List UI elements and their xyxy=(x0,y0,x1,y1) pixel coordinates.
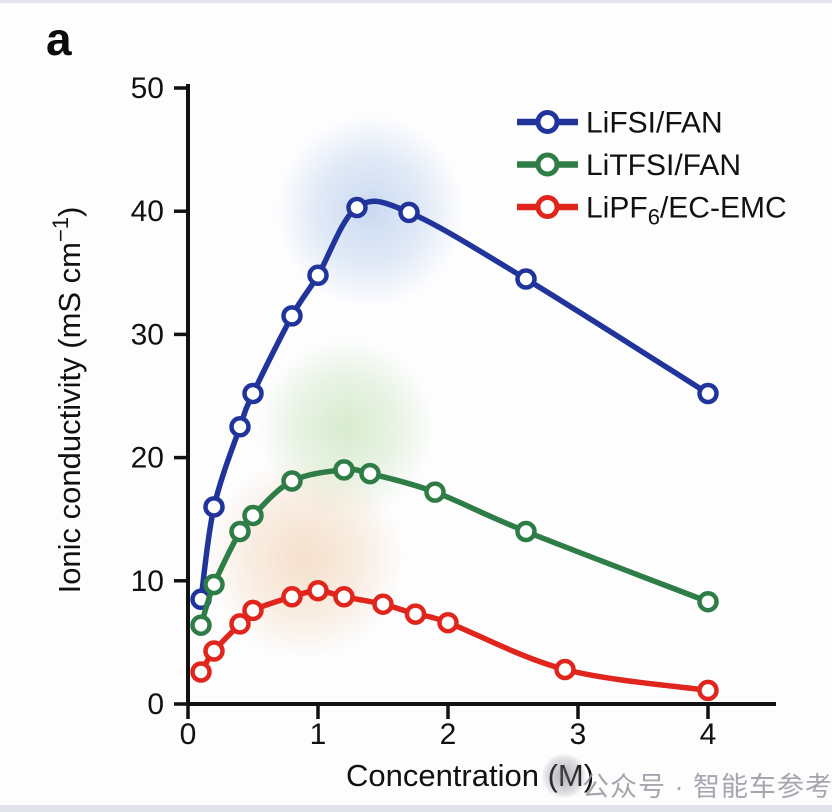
x-tick-label: 3 xyxy=(570,718,587,751)
data-point-LiPF6/EC-EMC-4M xyxy=(697,679,719,702)
data-point-LiFSI/FAN-0.8M xyxy=(281,305,303,327)
data-point-LiTFSI/FAN-0.8M xyxy=(281,470,303,492)
legend-label-LiFSI/FAN: LiFSI/FAN xyxy=(586,107,723,140)
series-LiTFSI/FAN xyxy=(190,459,719,636)
panel-label: a xyxy=(46,13,72,65)
legend-label-LiPF6/EC-EMC: LiPF6/EC-EMC xyxy=(586,192,787,230)
data-point-LiFSI/FAN-1.7M xyxy=(398,201,420,224)
y-tick-label: 30 xyxy=(131,318,164,351)
y-tick-label: 50 xyxy=(131,72,164,105)
data-point-LiPF6/EC-EMC-1M xyxy=(307,579,329,602)
data-point-LiFSI/FAN-0.2M xyxy=(203,496,225,518)
legend-item-LiPF6/EC-EMC: LiPF6/EC-EMC xyxy=(517,192,787,230)
data-point-LiPF6/EC-EMC-0.2M xyxy=(203,640,225,662)
data-point-LiTFSI/FAN-1.9M xyxy=(424,481,446,503)
y-tick-label: 20 xyxy=(131,442,164,475)
data-point-LiPF6/EC-EMC-2M xyxy=(437,611,459,634)
data-point-LiPF6/EC-EMC-0.4M xyxy=(229,613,251,635)
x-tick-label: 4 xyxy=(700,718,717,751)
data-point-LiTFSI/FAN-0.1M xyxy=(190,614,212,636)
data-point-LiFSI/FAN-0.5M xyxy=(242,382,264,405)
data-point-LiTFSI/FAN-0.4M xyxy=(229,520,251,543)
series-LiFSI/FAN xyxy=(190,196,719,611)
y-tick-label: 40 xyxy=(131,195,164,228)
data-point-LiTFSI/FAN-1.4M xyxy=(359,462,381,485)
watermark-logo-icon xyxy=(542,754,586,798)
data-point-LiFSI/FAN-4M xyxy=(697,382,719,405)
bottom-edge-border xyxy=(0,805,832,812)
legend-marker-icon xyxy=(535,195,560,219)
data-point-LiTFSI/FAN-0.5M xyxy=(242,504,264,527)
legend-marker-icon xyxy=(535,152,560,177)
data-point-LiFSI/FAN-2.6M xyxy=(515,268,537,290)
data-point-LiFSI/FAN-1.3M xyxy=(346,196,368,219)
data-point-LiFSI/FAN-1M xyxy=(307,264,329,287)
y-tick-label: 0 xyxy=(147,688,164,721)
series-LiPF6/EC-EMC xyxy=(190,579,719,702)
watermark-text: 公众号 · 智能车参考 xyxy=(582,772,832,802)
top-edge-border xyxy=(0,0,832,3)
data-point-LiPF6/EC-EMC-1.5M xyxy=(372,593,394,615)
x-tick-label: 0 xyxy=(180,718,197,751)
y-tick-label: 10 xyxy=(131,565,164,598)
data-point-LiPF6/EC-EMC-2.9M xyxy=(554,658,576,681)
legend-item-LiFSI/FAN: LiFSI/FAN xyxy=(517,107,723,140)
y-axis-label: Ionic conductivity (mS cm−1) xyxy=(48,207,87,594)
data-point-LiTFSI/FAN-2.6M xyxy=(515,520,537,543)
highlight-blue-glow xyxy=(276,115,464,308)
watermark: 公众号 · 智能车参考 xyxy=(528,750,832,808)
data-point-LiTFSI/FAN-0.2M xyxy=(203,573,225,596)
data-point-LiTFSI/FAN-1.2M xyxy=(333,459,355,481)
x-tick-label: 2 xyxy=(440,718,457,751)
data-point-LiPF6/EC-EMC-1.2M xyxy=(333,586,355,608)
data-point-LiPF6/EC-EMC-0.1M xyxy=(190,661,212,683)
x-tick-label: 1 xyxy=(310,718,327,751)
data-point-LiPF6/EC-EMC-1.75M xyxy=(404,603,427,625)
legend-marker-icon xyxy=(535,110,560,134)
legend-item-LiTFSI/FAN: LiTFSI/FAN xyxy=(517,149,741,182)
data-point-LiPF6/EC-EMC-0.8M xyxy=(281,586,303,608)
data-point-LiFSI/FAN-0.4M xyxy=(229,416,251,438)
data-point-LiTFSI/FAN-4M xyxy=(697,590,719,613)
legend-label-LiTFSI/FAN: LiTFSI/FAN xyxy=(586,149,741,182)
data-point-LiPF6/EC-EMC-0.5M xyxy=(242,599,264,622)
